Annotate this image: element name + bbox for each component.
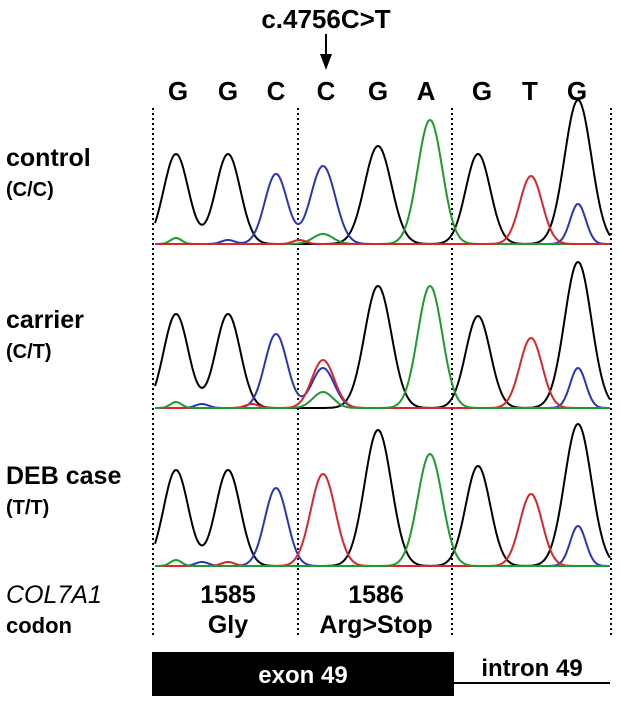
trace-deb-case-C — [155, 486, 610, 567]
base-call-5: G — [368, 76, 388, 106]
sample-genotype-carrier: (C/T) — [6, 341, 52, 363]
trace-control-T — [155, 174, 610, 245]
intron-label: intron 49 — [481, 655, 582, 682]
codon-number-1586: 1586 — [348, 581, 404, 609]
sample-genotype-deb-case: (T/T) — [6, 497, 49, 519]
base-call-4: C — [317, 76, 336, 106]
codon-separators — [152, 108, 612, 636]
base-call-8: T — [522, 76, 538, 106]
trace-control-A — [155, 118, 610, 245]
exon-label: exon 49 — [258, 662, 347, 689]
trace-area — [154, 98, 611, 567]
codon-aa-arg-stop: Arg>Stop — [319, 611, 432, 639]
mutation-arrow — [320, 34, 332, 70]
mutation-label: c.4756C>T — [261, 4, 390, 34]
sample-name-deb-case: DEB case — [6, 462, 121, 490]
base-call-9: G — [567, 76, 587, 106]
trace-deb-case-T — [155, 472, 610, 567]
base-call-6: A — [417, 76, 436, 106]
trace-carrier-G — [154, 260, 611, 409]
base-call-2: G — [218, 76, 238, 106]
sample-name-control: control — [6, 144, 91, 172]
sample-genotype-control: (C/C) — [6, 179, 54, 201]
codon-aa-gly: Gly — [208, 611, 248, 639]
gene-label: COL7A1 — [6, 581, 102, 609]
sample-name-carrier: carrier — [6, 306, 84, 334]
trace-carrier-T — [155, 336, 610, 409]
trace-deb-case-A — [155, 452, 610, 567]
trace-carrier-A — [155, 284, 610, 409]
exon-bar — [152, 652, 454, 696]
codon-label: codon — [6, 613, 72, 638]
codon-number-1585: 1585 — [200, 581, 256, 609]
base-call-7: G — [472, 76, 492, 106]
trace-control-G — [154, 98, 611, 245]
base-call-1: G — [168, 76, 188, 106]
trace-deb-case-G — [154, 422, 611, 567]
base-calls: G G C C G A G T G — [168, 76, 587, 106]
base-call-3: C — [267, 76, 286, 106]
trace-carrier-C — [155, 332, 610, 409]
